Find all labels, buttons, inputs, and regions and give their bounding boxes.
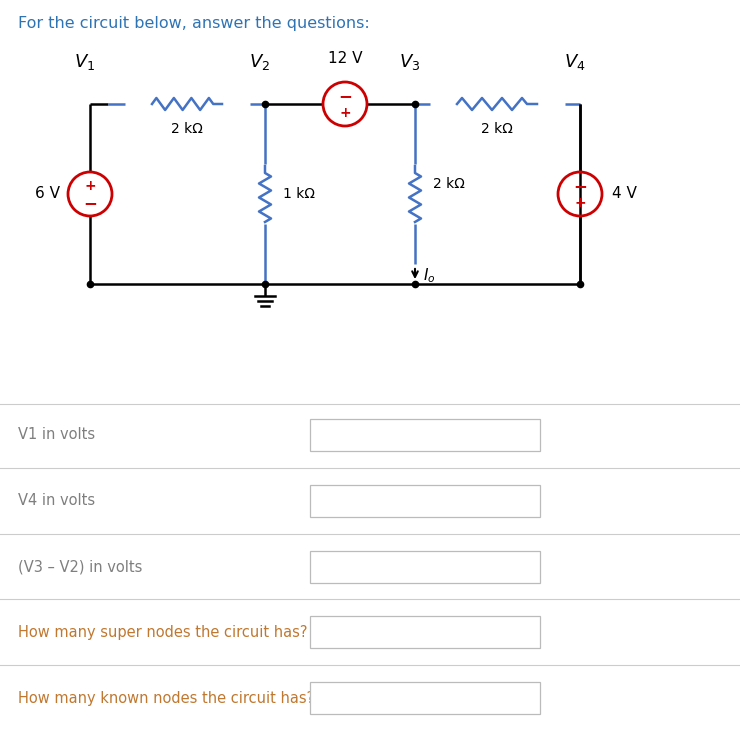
FancyBboxPatch shape — [310, 485, 540, 517]
Text: $V_2$: $V_2$ — [249, 52, 271, 72]
Text: $V_1$: $V_1$ — [75, 52, 95, 72]
Text: (V3 – V2) in volts: (V3 – V2) in volts — [18, 559, 142, 574]
Text: [ Choose ]: [ Choose ] — [320, 691, 391, 705]
Text: V4 in volts: V4 in volts — [18, 493, 95, 508]
Text: 4 V: 4 V — [612, 186, 637, 202]
Text: [ Choose ]: [ Choose ] — [320, 493, 391, 508]
FancyBboxPatch shape — [310, 682, 540, 714]
Text: −: − — [573, 177, 587, 195]
Text: 2 kΩ: 2 kΩ — [433, 177, 465, 191]
Text: 6 V: 6 V — [35, 186, 60, 202]
Text: $V_4$: $V_4$ — [564, 52, 586, 72]
Text: +: + — [339, 106, 351, 120]
Text: −: − — [83, 194, 97, 212]
Text: +: + — [84, 179, 95, 193]
Text: [ Choose ]: [ Choose ] — [320, 559, 391, 574]
Text: 1 kΩ: 1 kΩ — [283, 187, 315, 201]
Text: [ Choose ]: [ Choose ] — [320, 625, 391, 640]
Text: +: + — [574, 196, 586, 210]
Text: [ Choose ]: [ Choose ] — [320, 428, 391, 442]
Text: ∨: ∨ — [524, 430, 532, 440]
Text: For the circuit below, answer the questions:: For the circuit below, answer the questi… — [18, 16, 370, 31]
Text: $I_o$: $I_o$ — [423, 267, 436, 285]
Text: ∨: ∨ — [524, 693, 532, 703]
Text: ∨: ∨ — [524, 496, 532, 506]
Text: 12 V: 12 V — [328, 51, 363, 66]
Text: How many known nodes the circuit has?: How many known nodes the circuit has? — [18, 691, 314, 705]
Text: 2 kΩ: 2 kΩ — [171, 122, 203, 136]
Text: 2 kΩ: 2 kΩ — [481, 122, 513, 136]
Text: $V_3$: $V_3$ — [400, 52, 420, 72]
Text: How many super nodes the circuit has?: How many super nodes the circuit has? — [18, 625, 308, 640]
FancyBboxPatch shape — [310, 616, 540, 648]
Text: ∨: ∨ — [524, 561, 532, 572]
Text: ∨: ∨ — [524, 627, 532, 637]
FancyBboxPatch shape — [310, 419, 540, 451]
FancyBboxPatch shape — [310, 550, 540, 583]
Text: −: − — [338, 87, 352, 105]
Text: V1 in volts: V1 in volts — [18, 428, 95, 442]
